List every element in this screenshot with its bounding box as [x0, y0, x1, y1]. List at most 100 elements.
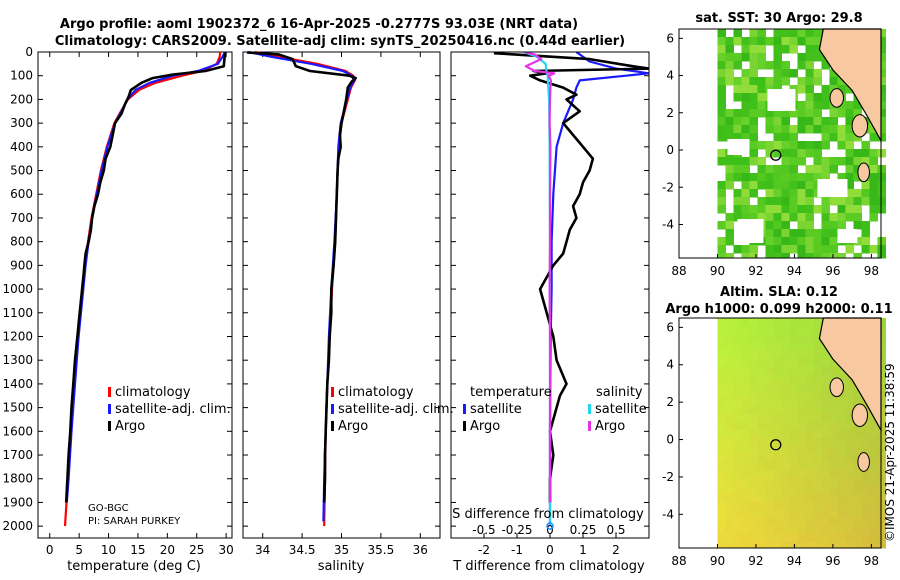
- map-cell: [749, 334, 758, 343]
- map-cell: [781, 422, 790, 431]
- map-cell: [821, 382, 830, 391]
- map-cell: [749, 53, 758, 62]
- map-cell: [781, 141, 790, 150]
- map-cell: [725, 422, 734, 431]
- map-cell: [805, 366, 814, 375]
- map-cell: [749, 382, 758, 391]
- map-cell: [749, 406, 758, 415]
- map-cell: [733, 205, 742, 214]
- map-cell: [829, 430, 838, 439]
- legend-swatch-s-argo: [588, 421, 591, 431]
- map-cell: [789, 141, 798, 150]
- map-cell: [741, 318, 750, 327]
- map-cell: [757, 502, 766, 511]
- map-cell: [741, 53, 750, 62]
- map-cell: [821, 390, 830, 399]
- map-cell: [797, 141, 806, 150]
- map-cell: [717, 109, 726, 118]
- map-cell: [821, 470, 830, 479]
- map-cell: [733, 526, 742, 535]
- map-cell: [821, 406, 830, 415]
- argo-position-marker: [770, 439, 782, 451]
- map-cell: [749, 77, 758, 86]
- map-cell: [797, 382, 806, 391]
- map-cell: [869, 165, 878, 174]
- map-cell: [741, 133, 750, 142]
- map-cell: [837, 534, 846, 543]
- map-cell: [741, 93, 750, 102]
- map-cell: [741, 398, 750, 407]
- x-tick-label: 96: [825, 554, 840, 568]
- map-cell: [877, 189, 886, 198]
- map-cell: [717, 85, 726, 94]
- map-cell: [829, 438, 838, 447]
- legend-label-satellite: satellite-adj. clim.: [338, 402, 454, 417]
- map-cell: [837, 454, 846, 463]
- map-cell: [861, 197, 870, 206]
- map-cell: [805, 462, 814, 471]
- map-cell: [805, 245, 814, 254]
- map-cell: [813, 374, 822, 383]
- map-cell: [781, 534, 790, 543]
- map-cell: [717, 350, 726, 359]
- map-cell: [741, 173, 750, 182]
- map-cell: [733, 518, 742, 527]
- map-cell: [853, 213, 862, 222]
- x2-tick-label: -0.5: [472, 523, 495, 537]
- map-cell: [773, 69, 782, 78]
- map-cell: [765, 342, 774, 351]
- map-cell: [821, 502, 830, 511]
- map-cell: [861, 181, 870, 190]
- map-cell: [765, 334, 774, 343]
- map-cell: [813, 358, 822, 367]
- map-cell: [789, 157, 798, 166]
- map-cell: [749, 181, 758, 190]
- map-cell: [797, 350, 806, 359]
- map-cell: [821, 350, 830, 359]
- map-cell: [773, 318, 782, 327]
- map-cell: [757, 486, 766, 495]
- map-cell: [765, 181, 774, 190]
- map-cell: [853, 173, 862, 182]
- map-cell: [749, 358, 758, 367]
- map-cell: [773, 510, 782, 519]
- map-cell: [821, 221, 830, 230]
- map-cell: [869, 470, 878, 479]
- map-cell: [733, 366, 742, 375]
- map-cell: [829, 454, 838, 463]
- map-cell: [853, 470, 862, 479]
- map-cell: [877, 173, 886, 182]
- map-cell: [853, 197, 862, 206]
- map-cell: [765, 446, 774, 455]
- map-cell: [805, 542, 814, 549]
- map-cell: [757, 181, 766, 190]
- map-cell: [765, 534, 774, 543]
- map-cell: [757, 101, 766, 110]
- map-cell: [781, 326, 790, 335]
- map-cell: [813, 398, 822, 407]
- map-cell: [845, 125, 854, 134]
- map-missing-patch: [737, 219, 764, 243]
- map-cell: [829, 197, 838, 206]
- map-cell: [797, 542, 806, 549]
- map-cell: [813, 462, 822, 471]
- map-cell: [733, 29, 742, 38]
- map-cell: [861, 422, 870, 431]
- map-cell: [845, 438, 854, 447]
- map-cell: [877, 438, 886, 447]
- map-cell: [829, 245, 838, 254]
- map-cell: [829, 109, 838, 118]
- map-cell: [805, 382, 814, 391]
- map-cell: [781, 526, 790, 535]
- y-tick-label: 1900: [2, 495, 33, 509]
- map-cell: [877, 470, 886, 479]
- map-cell: [749, 534, 758, 543]
- map-cell: [765, 326, 774, 335]
- map-cell: [877, 510, 886, 519]
- map-cell: [733, 430, 742, 439]
- map-cell: [741, 213, 750, 222]
- map-cell: [797, 29, 806, 38]
- land-island: [851, 114, 869, 138]
- map-cell: [757, 390, 766, 399]
- map-cell: [781, 542, 790, 549]
